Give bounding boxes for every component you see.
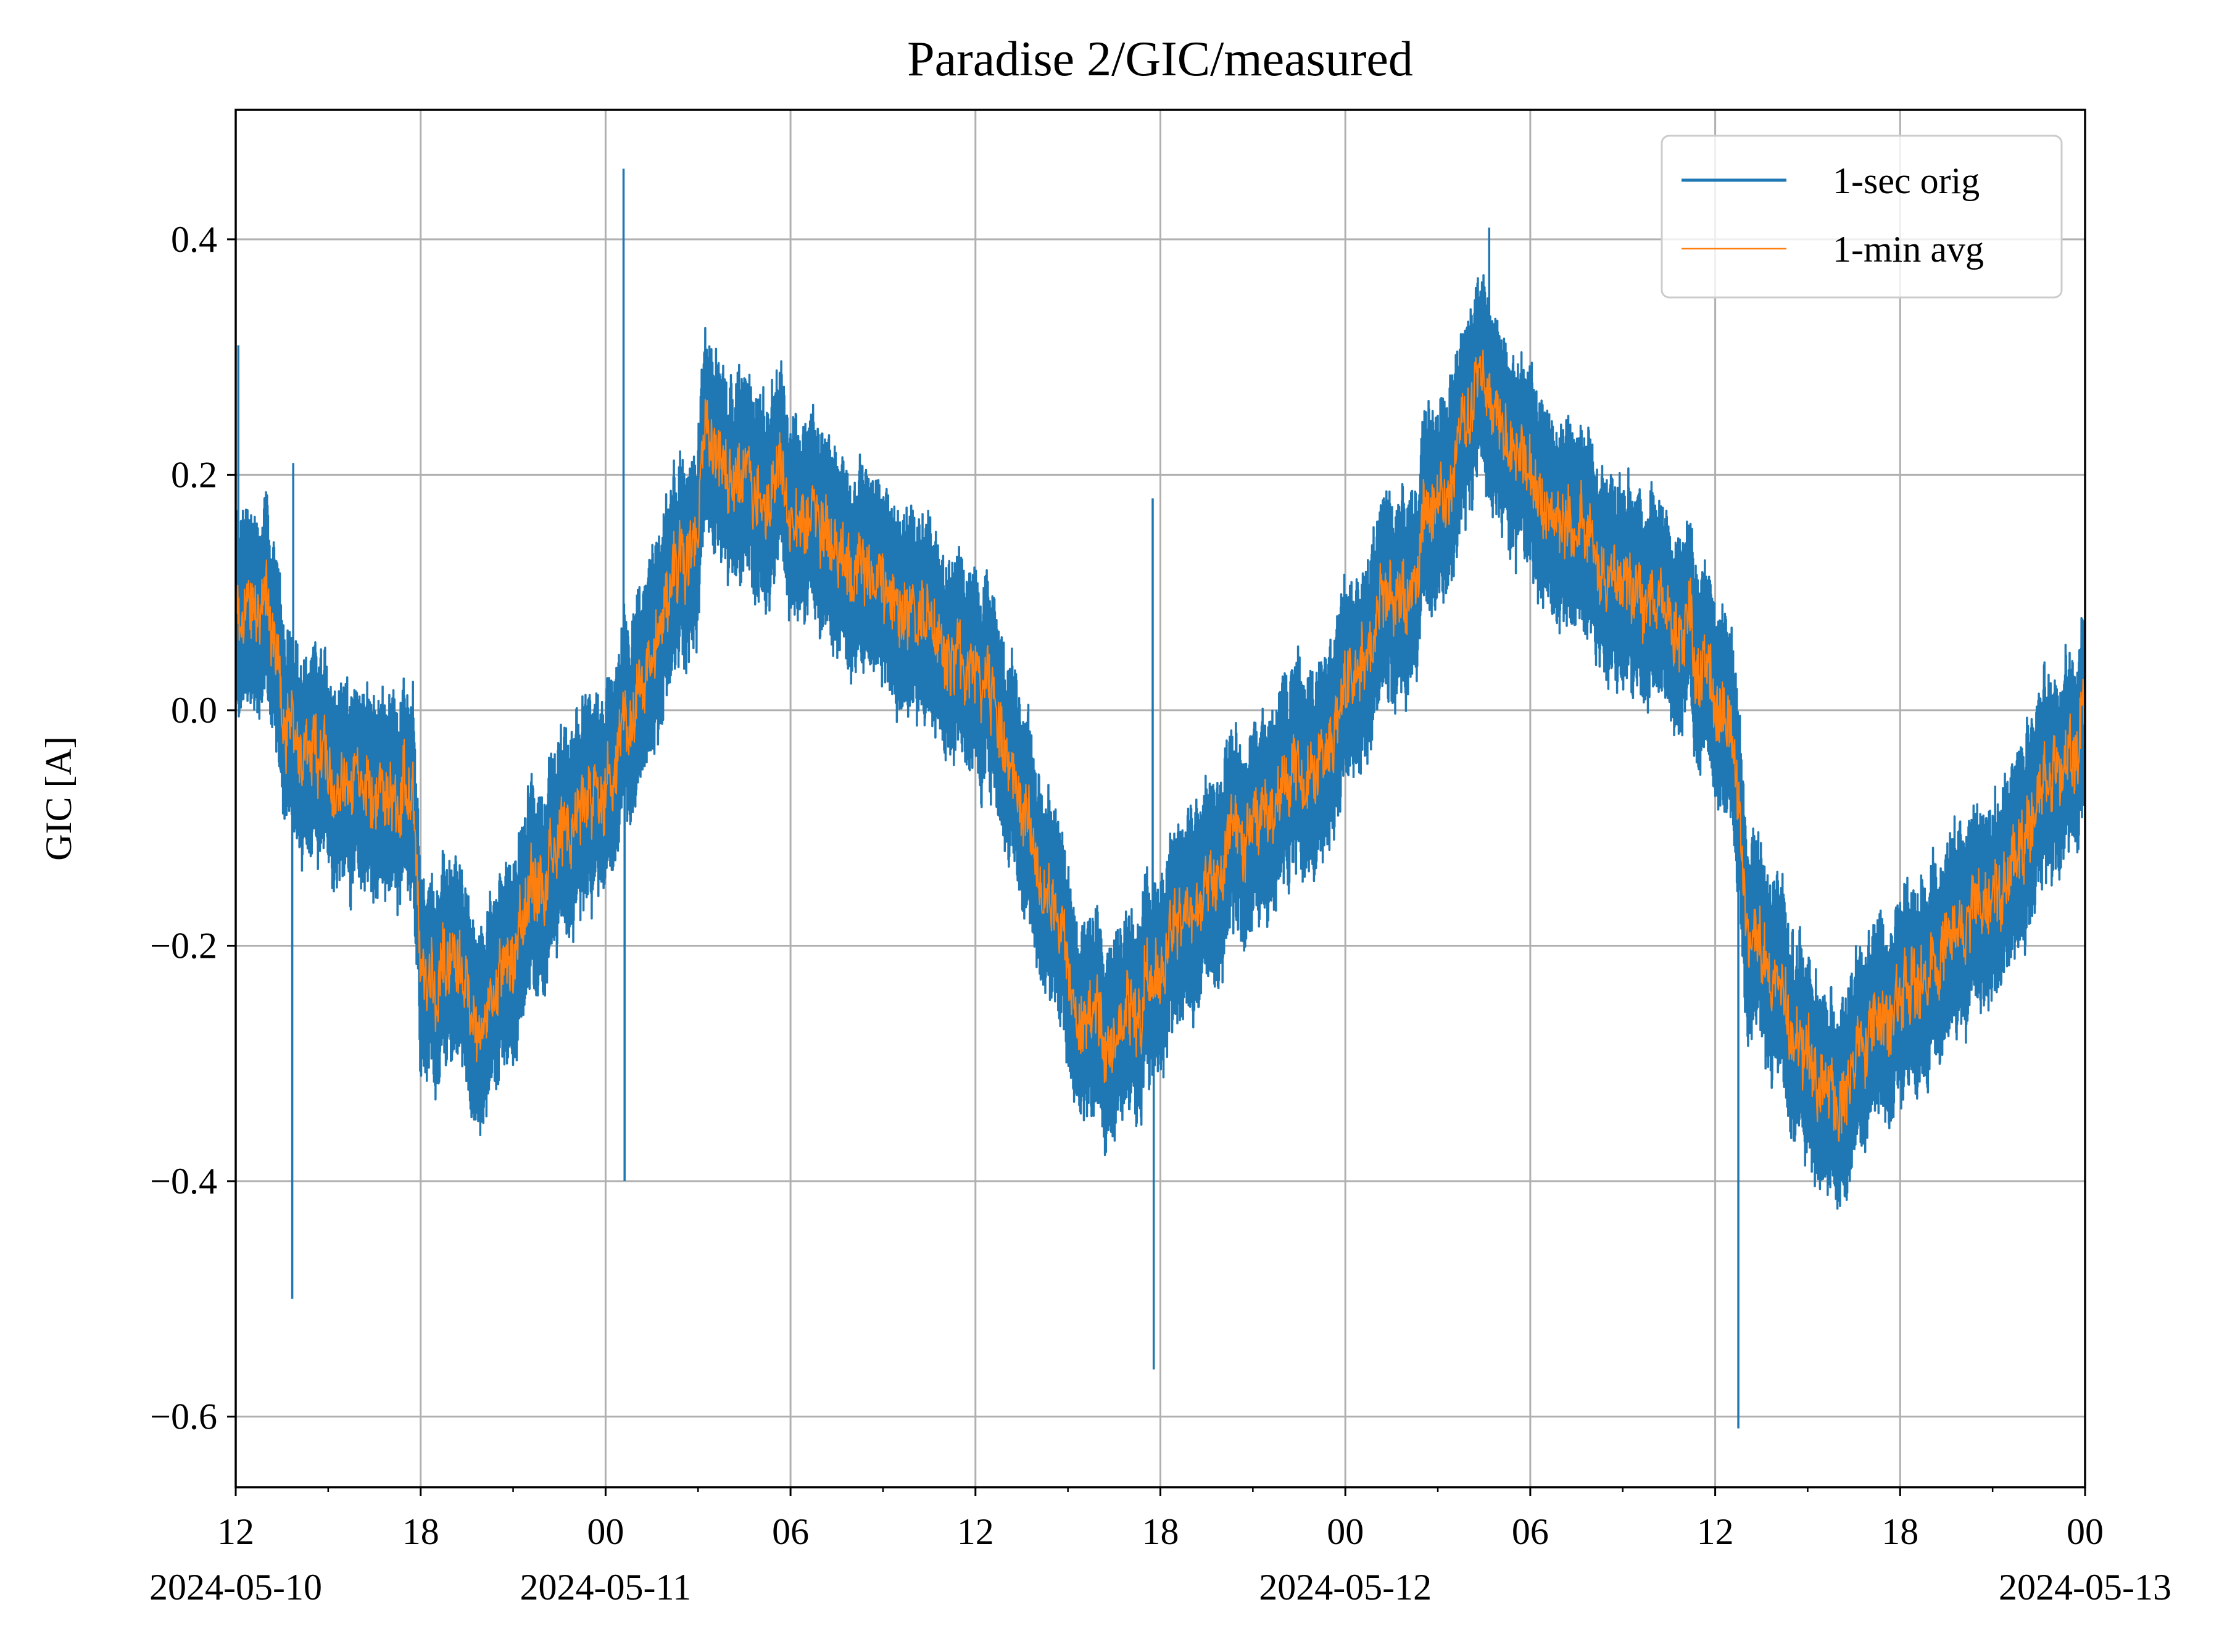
x-tick-label: 00: [587, 1511, 624, 1552]
y-tick-label: −0.4: [150, 1161, 217, 1202]
plot-series: [236, 168, 2085, 1429]
series-1-min-avg-line: [236, 349, 2085, 1142]
legend-label-1-sec: 1-sec orig: [1833, 160, 1980, 201]
x-date-label: 2024-05-12: [1259, 1567, 1432, 1608]
x-tick-label: 12: [1697, 1511, 1734, 1552]
legend-label-1-min: 1-min avg: [1833, 229, 1984, 270]
axis-ticks: −0.6 −0.4 −0.2 0.0 0.2 0.4 12 2024-05-10 18 00 202…: [149, 219, 2171, 1608]
x-tick-label: 12: [217, 1511, 254, 1552]
y-tick-label: −0.2: [150, 925, 217, 966]
x-tick-label: 06: [1512, 1511, 1549, 1552]
x-date-label: 2024-05-11: [520, 1567, 692, 1608]
legend-box: [1661, 135, 2063, 299]
x-tick-label: 18: [402, 1511, 439, 1552]
chart-title: Paradise 2/GIC/measured: [907, 32, 1413, 86]
y-tick-label: 0.2: [171, 454, 217, 495]
x-tick-label: 12: [957, 1511, 994, 1552]
y-tick-label: −0.6: [150, 1397, 217, 1437]
x-tick-label: 06: [772, 1511, 809, 1552]
y-tick-label: 0.4: [171, 219, 217, 260]
x-tick-label: 00: [1327, 1511, 1364, 1552]
x-tick-label: 18: [1142, 1511, 1179, 1552]
x-date-label: 2024-05-13: [1999, 1567, 2171, 1608]
y-tick-label: 0.0: [171, 690, 217, 731]
x-tick-label: 18: [1881, 1511, 1918, 1552]
x-tick-label: 00: [2067, 1511, 2104, 1552]
y-axis-label: GIC [A]: [38, 736, 79, 861]
legend: 1-sec orig 1-min avg: [1661, 135, 2063, 299]
x-date-label: 2024-05-10: [149, 1567, 322, 1608]
